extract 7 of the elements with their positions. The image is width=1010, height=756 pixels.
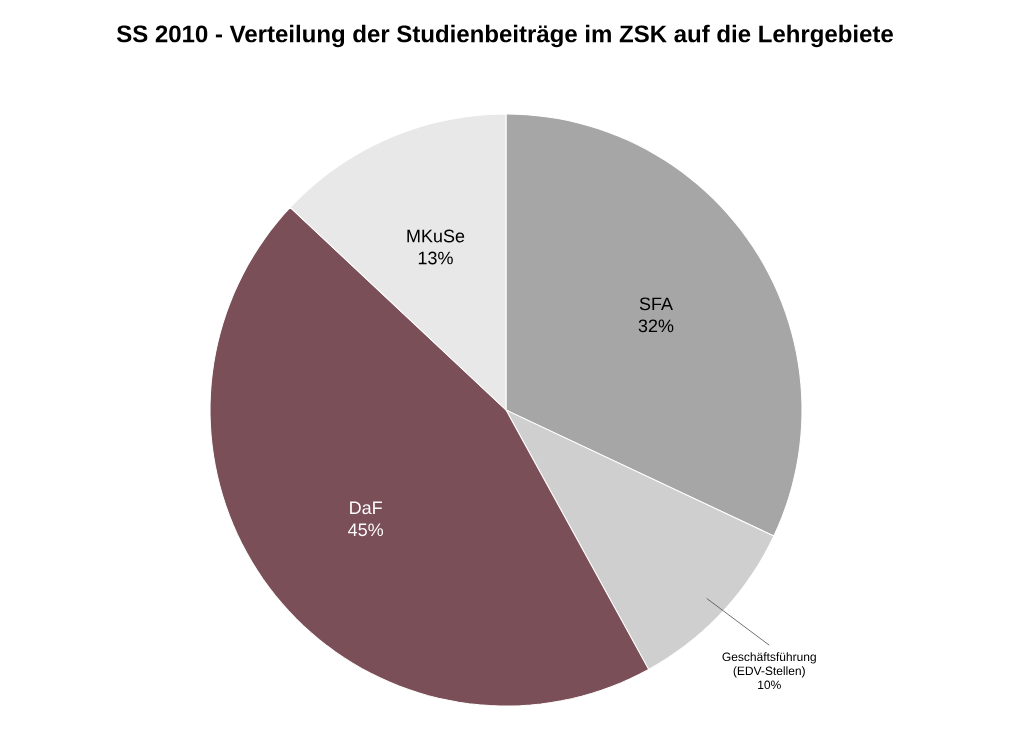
slice-label: SFA (639, 297, 673, 311)
slice-label: MKuSe (407, 229, 465, 243)
data-label: 32% (638, 319, 674, 333)
slice-label: DaF (350, 501, 382, 515)
chart-title: SS 2010 - Verteilung der Studienbeiträge im ZSK auf die Lehrgebiete (116, 24, 893, 48)
data-label: 13% (418, 251, 453, 265)
data-label: 45% (348, 523, 384, 537)
